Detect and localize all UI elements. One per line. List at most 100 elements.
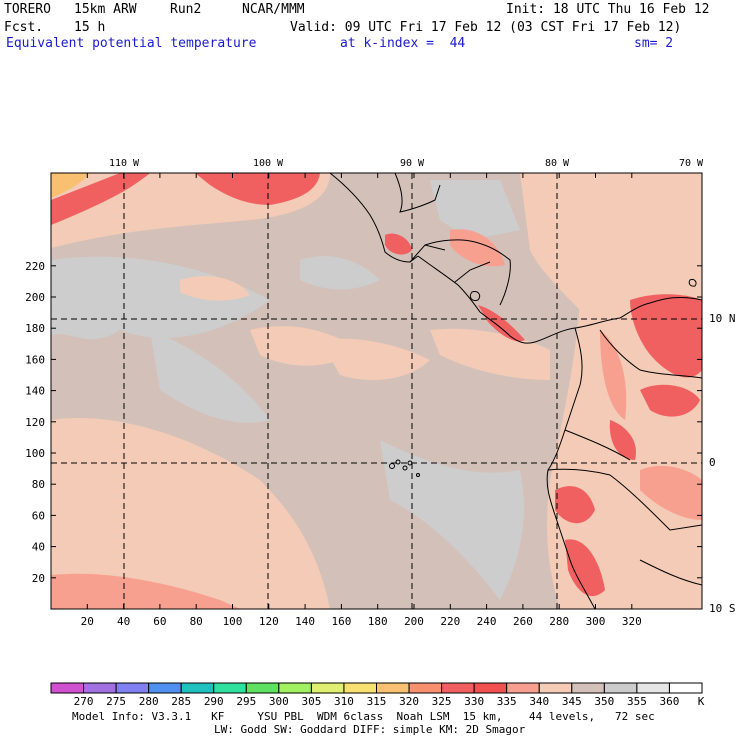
colorbar-label: 300	[269, 695, 289, 708]
model-resolution: 15km ARW	[74, 2, 137, 17]
colorbar-label: 310	[334, 695, 354, 708]
forecast-hour: 15 h	[74, 20, 106, 35]
y-tick-label: 60	[32, 509, 45, 522]
hot-region	[51, 173, 150, 225]
colorbar-label: 305	[301, 695, 321, 708]
colorbar	[50, 682, 703, 694]
colorbar-labels: 270 275 280 285 290 295 300 305 310 315 320 325 330 3…	[74, 695, 705, 708]
latitude-label: 10 S	[709, 602, 736, 615]
model-name: TORERO	[4, 2, 51, 17]
x-tick-label: 180	[368, 615, 388, 628]
longitude-label: 80 W	[545, 158, 570, 169]
x-tick-label: 120	[259, 615, 279, 628]
colorbar-swatch	[278, 682, 312, 694]
coastline-venezuela	[649, 296, 702, 304]
latitude-label: 10 N	[709, 312, 736, 325]
hot-region	[609, 420, 636, 460]
x-tick-label: 240	[477, 615, 497, 628]
colorbar-label: 275	[106, 695, 126, 708]
colorbar-swatch	[213, 682, 247, 694]
colorbar-swatch	[310, 682, 345, 694]
hot-region	[195, 173, 320, 205]
x-tick-label: 260	[513, 615, 533, 628]
grey-patch	[300, 256, 380, 290]
latitude-label: 0	[709, 456, 716, 469]
colorbar-label: 340	[529, 695, 549, 708]
y-tick-label: 40	[32, 541, 45, 554]
border-line	[564, 429, 631, 461]
warm-patch	[320, 338, 430, 380]
warm-band	[450, 229, 505, 267]
coastline-caribbean	[424, 239, 511, 306]
colorbar-swatch	[408, 682, 443, 694]
hot-region	[478, 305, 525, 342]
colorbar-label: 330	[464, 695, 484, 708]
grey-patch	[430, 180, 520, 240]
longitude-label: 70 W	[679, 158, 704, 169]
colorbar-label: 320	[399, 695, 419, 708]
border-line	[409, 244, 446, 263]
field-name: Equivalent potential temperature	[6, 36, 257, 51]
x-tick-label: 100	[223, 615, 243, 628]
colorbar-swatch	[603, 682, 638, 694]
x-tick-label: 200	[404, 615, 424, 628]
y-tick-label: 160	[25, 353, 45, 366]
colorbar-label: 345	[562, 695, 582, 708]
y-tick-label: 200	[25, 291, 45, 304]
lat-lon-grid	[51, 173, 702, 609]
x-tick-label: 140	[295, 615, 315, 628]
longitude-labels: 110 W 100 W 90 W 80 W 70 W	[109, 158, 704, 169]
warm-patch	[180, 275, 250, 301]
hot-region	[640, 384, 700, 417]
colorbar-label: 350	[594, 695, 614, 708]
y-tick-label: 220	[25, 260, 45, 273]
model-run: Run2	[170, 2, 202, 17]
y-tick-labels: 220 200 180 160 140 120 100 80 60 40 20	[25, 260, 45, 585]
colorbar-label: 360	[660, 695, 680, 708]
init-time: Init: 18 UTC Thu 16 Feb 12	[506, 2, 710, 17]
colorbar-label: 325	[432, 695, 452, 708]
colorbar-swatch	[50, 682, 85, 694]
colorbar-swatch	[343, 682, 378, 694]
colorbar-swatch	[441, 682, 475, 694]
colorbar-label: 280	[139, 695, 159, 708]
x-tick-label: 320	[622, 615, 642, 628]
colorbar-swatch	[148, 682, 182, 694]
y-tick-label: 180	[25, 322, 45, 335]
warm-band	[640, 465, 702, 520]
grey-patch	[380, 440, 524, 600]
hot-region	[555, 486, 595, 524]
coastline-mexico-north	[394, 173, 441, 213]
colorbar-swatch	[571, 682, 605, 694]
coastlines	[329, 173, 702, 609]
colorbar-label: 270	[74, 695, 94, 708]
colorbar-swatch	[668, 682, 703, 694]
colorbar-label: 355	[627, 695, 647, 708]
x-tick-label: 220	[440, 615, 460, 628]
colorbar-swatch	[115, 682, 150, 694]
colorbar-label: 295	[236, 695, 256, 708]
warm-band	[51, 573, 240, 609]
model-org: NCAR/MMM	[242, 2, 305, 17]
colorbar-swatch	[636, 682, 670, 694]
island	[469, 291, 481, 301]
longitude-label: 110 W	[109, 158, 140, 169]
border-line	[639, 559, 702, 586]
colorbar-swatch	[376, 682, 410, 694]
latitude-labels: 10 N 0 10 S	[709, 312, 736, 615]
y-tick-label: 100	[25, 447, 45, 460]
x-tick-labels: 20 40 60 80 100 120 140 160 180 200 220 240 260 280 30…	[81, 615, 642, 628]
x-tick-label: 80	[190, 615, 203, 628]
colorbar-unit: K	[698, 695, 705, 708]
colorbar-swatch	[473, 682, 508, 694]
border-line	[547, 468, 702, 531]
colorbar-swatch	[538, 682, 573, 694]
y-tick-label: 140	[25, 385, 45, 398]
frame-ticks	[51, 173, 702, 609]
k-index: at k-index = 44	[340, 36, 466, 51]
colorbar-label: 285	[171, 695, 191, 708]
x-tick-label: 300	[586, 615, 606, 628]
forecast-label: Fcst.	[4, 20, 44, 35]
colorbar-swatch	[180, 682, 215, 694]
